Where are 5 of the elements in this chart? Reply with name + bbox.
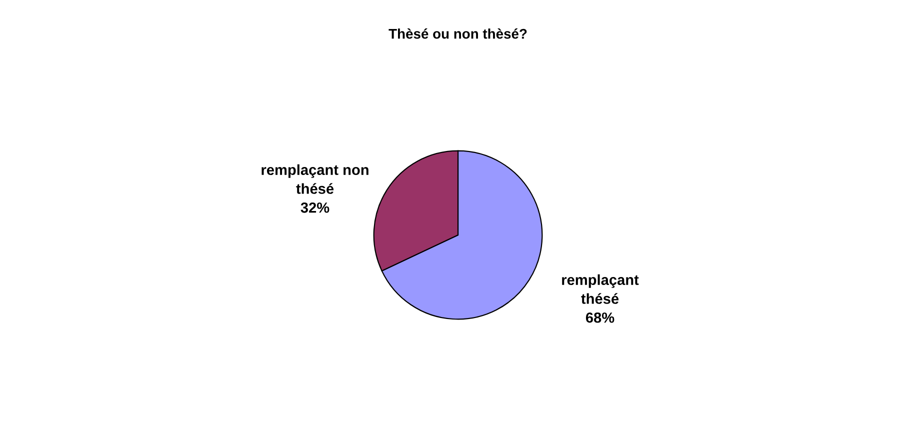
data-label: 32% xyxy=(300,202,330,213)
chart-title: Thèsé ou non thèsé? xyxy=(388,28,527,39)
slice-label: remplaçant thésé xyxy=(562,274,639,304)
slice-label: remplaçant non thésé xyxy=(262,164,368,194)
data-label: 68% xyxy=(586,312,614,323)
